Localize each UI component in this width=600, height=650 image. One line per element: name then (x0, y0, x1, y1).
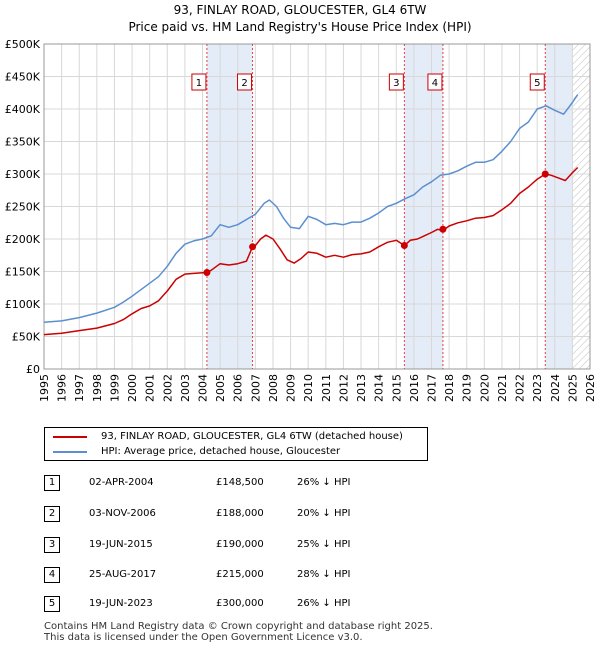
transaction-point (541, 170, 549, 178)
transaction-box (529, 73, 545, 91)
plot-border (43, 43, 591, 370)
x-tick-label: 1998 (91, 374, 104, 402)
x-tick-label: 2006 (232, 374, 245, 402)
x-tick-label: 2018 (443, 374, 456, 402)
transaction-point (249, 243, 257, 251)
transaction-date: 02-APR-2004 (89, 477, 154, 488)
chart-title: 93, FINLAY ROAD, GLOUCESTER, GL4 6TW (173, 3, 427, 17)
property-price-line (43, 166, 579, 336)
transaction-badge: 4 (44, 567, 60, 583)
transaction-hpi: 26% ↓ HPI (297, 477, 351, 488)
y-tick-label: £400K (5, 103, 41, 116)
transaction-badge: 3 (44, 537, 60, 553)
transaction-point (439, 225, 447, 233)
x-tick-label: 2005 (214, 374, 227, 402)
transaction-box-label: 1 (196, 78, 202, 89)
x-tick-label: 2014 (373, 374, 386, 402)
x-tick-label: 2007 (249, 374, 262, 402)
x-tick-label: 2000 (126, 374, 139, 402)
x-tick-label: 2015 (390, 374, 403, 402)
x-tick-label: 2010 (302, 374, 315, 402)
footer-copyright: Contains HM Land Registry data © Crown c… (44, 621, 433, 632)
y-tick-label: £150K (5, 266, 41, 279)
x-tick-label: 2008 (267, 374, 280, 402)
footer-licence: This data is licensed under the Open Gov… (44, 632, 363, 643)
x-tick-label: 2011 (320, 374, 333, 402)
transaction-date: 25-AUG-2017 (89, 569, 157, 580)
transaction-badge: 1 (44, 475, 60, 491)
transaction-box (388, 73, 404, 91)
y-tick-label: £350K (5, 136, 41, 149)
transaction-date: 19-JUN-2023 (89, 598, 153, 609)
y-tick-label: £450K (5, 71, 41, 84)
x-tick-label: 2009 (285, 374, 298, 402)
y-tick-label: £300K (5, 168, 41, 181)
x-tick-label: 1995 (38, 374, 51, 402)
legend-label-hpi: HPI: Average price, detached house, Glou… (101, 446, 341, 457)
transaction-box-label: 2 (241, 78, 247, 89)
x-tick-label: 1997 (73, 374, 86, 402)
transaction-hpi: 25% ↓ HPI (297, 539, 351, 550)
x-tick-label: 2021 (496, 374, 509, 402)
transaction-price: £300,000 (216, 598, 264, 609)
transaction-badge: 2 (44, 506, 60, 522)
transaction-box (191, 73, 207, 91)
x-tick-label: 2020 (478, 374, 491, 402)
transaction-box (237, 73, 253, 91)
hpi-line (43, 94, 579, 323)
transaction-hpi: 20% ↓ HPI (297, 508, 351, 519)
transaction-point (203, 268, 211, 276)
chart-subtitle: Price paid vs. HM Land Registry's House … (128, 20, 472, 34)
x-tick-label: 2002 (161, 374, 174, 402)
table-row: 3 19-JUN-2015 £190,000 25% ↓ HPI (44, 537, 444, 553)
transaction-point (400, 242, 408, 249)
y-tick-label: £250K (5, 201, 41, 214)
x-tick-label: 2012 (337, 374, 350, 402)
x-tick-label: 2001 (144, 374, 157, 402)
table-row: 2 03-NOV-2006 £188,000 20% ↓ HPI (44, 506, 444, 522)
transaction-box-label: 4 (432, 78, 438, 89)
y-tick-label: £200K (5, 233, 41, 246)
table-row: 5 19-JUN-2023 £300,000 26% ↓ HPI (44, 596, 444, 612)
x-tick-label: 2017 (425, 374, 438, 402)
transaction-price: £148,500 (216, 477, 264, 488)
transaction-date: 19-JUN-2015 (89, 539, 153, 550)
x-tick-label: 2003 (179, 374, 192, 402)
x-tick-label: 2016 (408, 374, 421, 402)
transaction-price: £188,000 (216, 508, 264, 519)
transaction-box-label: 3 (393, 78, 399, 89)
y-tick-label: £0 (26, 363, 40, 376)
table-row: 4 25-AUG-2017 £215,000 28% ↓ HPI (44, 567, 444, 583)
x-tick-label: 2022 (514, 374, 527, 402)
transaction-box-label: 5 (534, 78, 540, 89)
legend-swatch-hpi (53, 451, 87, 453)
legend: 93, FINLAY ROAD, GLOUCESTER, GL4 6TW (de… (44, 427, 428, 461)
price-chart: £0 £50K £100K £150K £200K £250K £300K £350K £400… (5, 38, 597, 402)
x-tick-label: 1999 (108, 374, 121, 402)
x-tick-label: 2025 (566, 374, 579, 402)
transaction-hpi: 28% ↓ HPI (297, 569, 351, 580)
x-tick-label: 2026 (584, 374, 597, 402)
y-tick-label: £50K (12, 331, 41, 344)
y-tick-label: £100K (5, 298, 41, 311)
x-tick-label: 2004 (197, 374, 210, 402)
x-tick-label: 1996 (56, 374, 69, 402)
x-tick-label: 2013 (355, 374, 368, 402)
legend-swatch-property (53, 436, 87, 438)
transaction-price: £190,000 (216, 539, 264, 550)
transaction-hpi: 26% ↓ HPI (297, 598, 351, 609)
y-tick-label: £500K (5, 38, 41, 51)
transaction-box (427, 73, 443, 91)
transaction-price: £215,000 (216, 569, 264, 580)
transaction-date: 03-NOV-2006 (89, 508, 156, 519)
table-row: 1 02-APR-2004 £148,500 26% ↓ HPI (44, 475, 444, 491)
x-tick-label: 2023 (531, 374, 544, 402)
legend-label-property: 93, FINLAY ROAD, GLOUCESTER, GL4 6TW (de… (101, 431, 403, 442)
transaction-badge: 5 (44, 596, 60, 612)
x-tick-label: 2019 (461, 374, 474, 402)
x-tick-label: 2024 (549, 374, 562, 402)
